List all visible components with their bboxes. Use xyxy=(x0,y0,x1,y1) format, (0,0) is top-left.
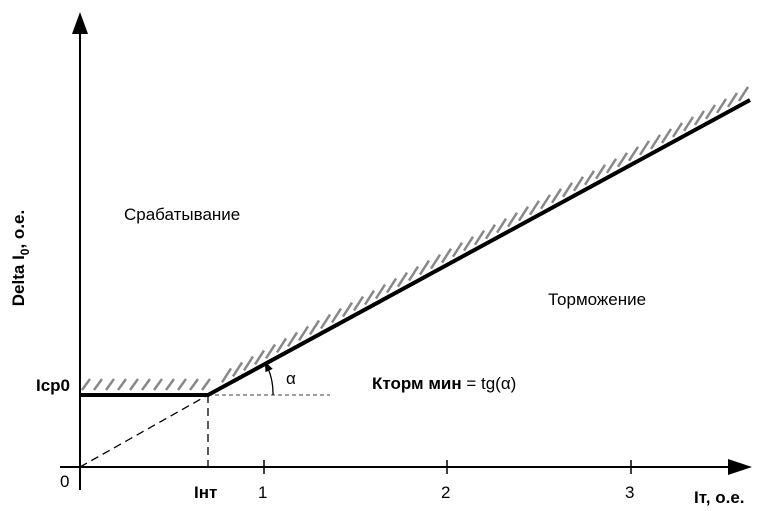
origin-label: 0 xyxy=(60,472,69,491)
formula: Кторм мин = tg(α) xyxy=(372,374,516,393)
tick-label: 1 xyxy=(258,483,267,502)
hatch-stroke xyxy=(715,98,728,114)
hatch-stroke xyxy=(638,140,651,156)
start-level-label: Icp0 xyxy=(36,376,70,395)
hatch-stroke xyxy=(385,277,398,294)
hatch-stroke xyxy=(200,378,212,391)
hatch-stroke xyxy=(660,128,673,144)
hatch-stroke xyxy=(429,253,442,270)
hatch-stroke xyxy=(220,367,233,384)
hatch-stroke xyxy=(649,134,662,150)
hatch-stroke xyxy=(726,92,739,108)
hatching xyxy=(80,86,750,391)
hatch-stroke xyxy=(583,170,596,186)
hatch-stroke xyxy=(116,378,128,391)
hatch-stroke xyxy=(253,349,266,366)
hatch-stroke xyxy=(352,295,365,312)
hatch-stroke xyxy=(275,337,288,354)
hatch-stroke xyxy=(128,378,140,391)
hatch-stroke xyxy=(407,265,420,282)
hatch-stroke xyxy=(140,378,152,391)
hatch-stroke xyxy=(164,378,176,391)
hatch-stroke xyxy=(319,313,332,330)
hatch-stroke xyxy=(550,188,563,204)
hatch-stroke xyxy=(152,378,164,391)
hatch-stroke xyxy=(605,158,618,174)
hatch-stroke xyxy=(671,122,684,138)
hatch-stroke xyxy=(80,378,92,391)
hatch-stroke xyxy=(539,194,552,210)
angle-label: α xyxy=(286,369,296,388)
hatch-stroke xyxy=(627,146,640,162)
x-axis-label: Iт, o.e. xyxy=(694,488,745,507)
hatch-stroke xyxy=(484,224,497,240)
hatch-stroke xyxy=(308,319,321,336)
hatch-stroke xyxy=(616,152,629,168)
hatch-stroke xyxy=(517,206,530,222)
hatch-stroke xyxy=(341,301,354,318)
hatch-stroke xyxy=(264,343,277,360)
hatch-stroke xyxy=(737,86,750,102)
hatch-stroke xyxy=(451,241,464,258)
hatch-stroke xyxy=(374,283,387,300)
x-arrow xyxy=(728,459,752,475)
restrain-region: Торможение xyxy=(548,290,646,309)
hatch-stroke xyxy=(528,200,541,216)
hatch-stroke xyxy=(693,110,706,126)
hatch-stroke xyxy=(242,355,255,372)
hatch-stroke xyxy=(104,378,116,391)
y-axis-label: Delta I0, o.e. xyxy=(9,210,32,306)
tick-label: 3 xyxy=(625,483,634,502)
hatch-stroke xyxy=(561,182,574,198)
operate-region: Срабатывание xyxy=(124,205,240,224)
hatch-stroke xyxy=(297,325,310,342)
hatch-stroke xyxy=(286,331,299,348)
hatch-stroke xyxy=(572,176,585,192)
hatch-stroke xyxy=(506,212,519,228)
hatch-stroke xyxy=(704,104,717,120)
y-arrow xyxy=(72,12,88,34)
hatch-stroke xyxy=(462,235,475,252)
knee-label: Iнт xyxy=(194,483,217,502)
hatch-stroke xyxy=(682,116,695,132)
tick-label: 2 xyxy=(441,483,450,502)
hatch-stroke xyxy=(363,289,376,306)
hatch-stroke xyxy=(440,247,453,264)
x-ticks xyxy=(263,460,632,474)
hatch-stroke xyxy=(176,378,188,391)
hatch-stroke xyxy=(473,230,486,246)
dashed-extension xyxy=(79,394,209,468)
angle-arc xyxy=(264,361,274,396)
hatch-stroke xyxy=(330,307,343,324)
hatch-stroke xyxy=(495,218,508,234)
hatch-stroke xyxy=(418,259,431,276)
hatch-stroke xyxy=(594,164,607,180)
hatch-stroke xyxy=(92,378,104,391)
hatch-stroke xyxy=(231,361,244,378)
hatch-stroke xyxy=(188,378,200,391)
characteristic xyxy=(80,98,751,397)
hatch-stroke xyxy=(396,271,409,288)
